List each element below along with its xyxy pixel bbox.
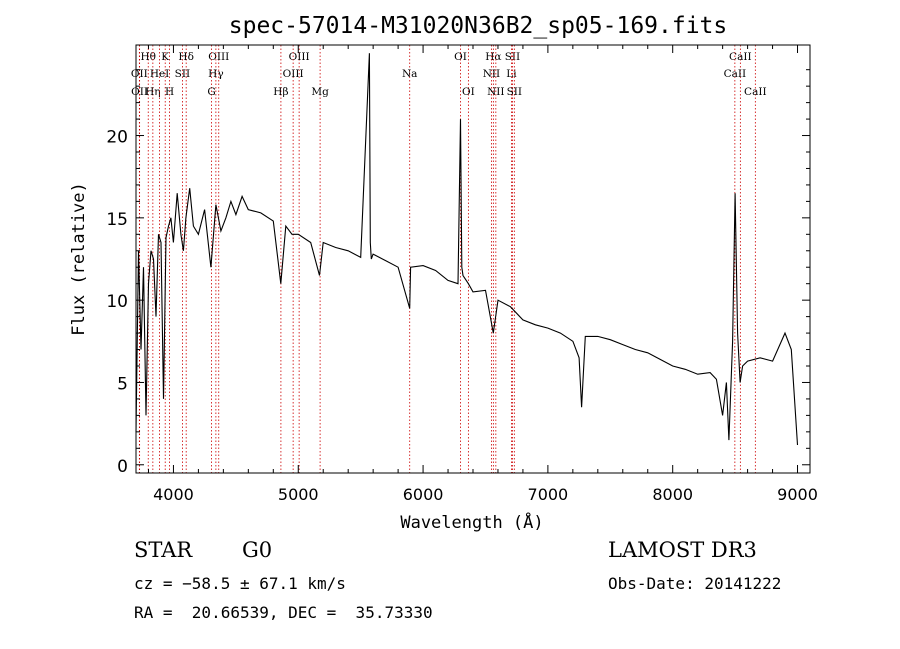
marker-label-7: H — [165, 86, 174, 98]
ra-dec: RA = 20.66539, DEC = 35.73330 — [134, 603, 433, 622]
y-tick-label-15: 15 — [106, 210, 128, 230]
marker-label-4: K — [161, 51, 169, 63]
marker-label-11: G — [207, 86, 215, 98]
marker-label-27: CaII — [744, 86, 767, 98]
marker-label-17: OI — [454, 51, 467, 63]
x-tick-label-7000: 7000 — [528, 485, 569, 504]
marker-label-21: NII — [483, 68, 500, 80]
marker-label-18: OI — [462, 86, 475, 98]
marker-label-19: Hα — [485, 51, 501, 63]
y-tick-label-5: 5 — [117, 374, 128, 394]
marker-label-8: Hδ — [178, 51, 193, 63]
marker-label-22: Li — [506, 68, 517, 80]
survey-name: LAMOST DR3 — [608, 538, 757, 562]
x-tick-label-9000: 9000 — [777, 485, 818, 504]
marker-label-24: SII — [507, 86, 523, 98]
y-tick-label-0: 0 — [117, 457, 128, 477]
marker-label-10: Hγ — [208, 68, 223, 80]
marker-label-5: HeI — [150, 68, 170, 80]
spectral-subclass: G0 — [242, 538, 273, 562]
plot-frame — [135, 44, 811, 474]
marker-label-12: OIII — [289, 51, 310, 63]
flux-series-line — [135, 53, 799, 446]
marker-label-3: Hη — [145, 86, 160, 98]
marker-label-6: SII — [175, 68, 191, 80]
redshift-cz: cz = −58.5 ± 67.1 km/s — [134, 574, 346, 593]
y-axis-label: Flux (relative) — [69, 182, 89, 336]
x-axis: 4000 5000 6000 7000 8000 9000 — [147, 45, 818, 504]
marker-label-9: OIII — [208, 51, 229, 63]
obs-date: Obs-Date: 20141222 — [608, 574, 782, 593]
marker-label-0: Hθ — [140, 51, 155, 63]
marker-label-23: NII — [487, 86, 504, 98]
marker-label-25: CaII — [729, 51, 752, 63]
x-tick-label-4000: 4000 — [153, 485, 194, 504]
x-tick-label-5000: 5000 — [278, 485, 319, 504]
y-tick-label-10: 10 — [106, 292, 128, 312]
marker-label-13: OIII — [283, 68, 304, 80]
x-axis-label: Wavelength (Å) — [400, 511, 543, 533]
marker-label-20: SII — [505, 51, 521, 63]
marker-label-16: Na — [402, 68, 417, 80]
y-tick-label-20: 20 — [106, 128, 128, 148]
x-tick-label-6000: 6000 — [403, 485, 444, 504]
chart-title: spec-57014-M31020N36B2_sp05-169.fits — [229, 13, 728, 39]
x-tick-label-8000: 8000 — [652, 485, 693, 504]
marker-label-14: Hβ — [273, 86, 288, 98]
spectral-class: STAR — [134, 538, 193, 562]
marker-label-26: CaII — [724, 68, 747, 80]
y-axis: 0 5 10 15 20 — [106, 69, 810, 477]
marker-label-15: Mg — [311, 86, 329, 98]
marker-label-2: OII — [131, 86, 148, 98]
